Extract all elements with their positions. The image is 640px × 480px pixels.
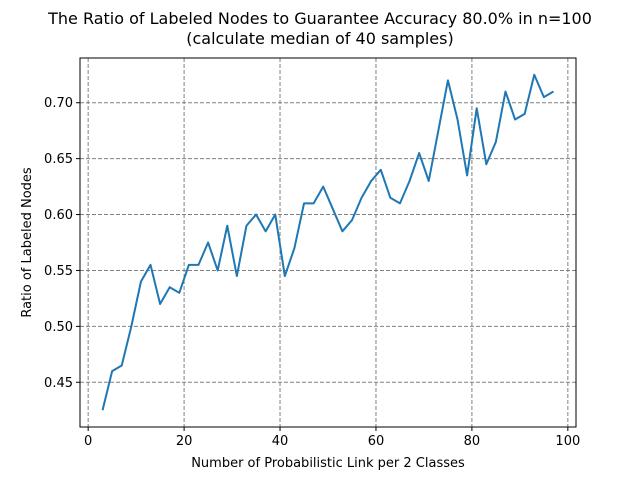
x-tick-label: 60 [368, 434, 385, 449]
x-tick-label: 100 [555, 434, 580, 449]
x-tick-label: 0 [84, 434, 92, 449]
series-layer [101, 73, 554, 411]
x-tick-label: 40 [272, 434, 289, 449]
y-tick-label: 0.70 [44, 96, 73, 111]
y-tick-label: 0.55 [44, 264, 73, 279]
x-tick-label: 20 [176, 434, 193, 449]
grid [80, 58, 576, 427]
y-tick-label: 0.45 [44, 376, 73, 391]
chart-title-line1: The Ratio of Labeled Nodes to Guarantee … [47, 9, 592, 28]
y-axis-label: Ratio of Labeled Nodes [20, 167, 35, 318]
y-tick-label: 0.50 [44, 320, 73, 335]
tick-layer: 0 20 40 60 80 100 0.45 0.50 0.55 0.60 0.65 0.70 [44, 96, 580, 449]
x-axis-label: Number of Probabilistic Link per 2 Class… [191, 456, 465, 471]
series-line [101, 73, 554, 411]
chart-title-line2: (calculate median of 40 samples) [186, 29, 453, 48]
y-tick-label: 0.65 [44, 152, 73, 167]
y-tick-label: 0.60 [44, 208, 73, 223]
x-tick-label: 80 [464, 434, 481, 449]
plot-frame [79, 57, 577, 428]
